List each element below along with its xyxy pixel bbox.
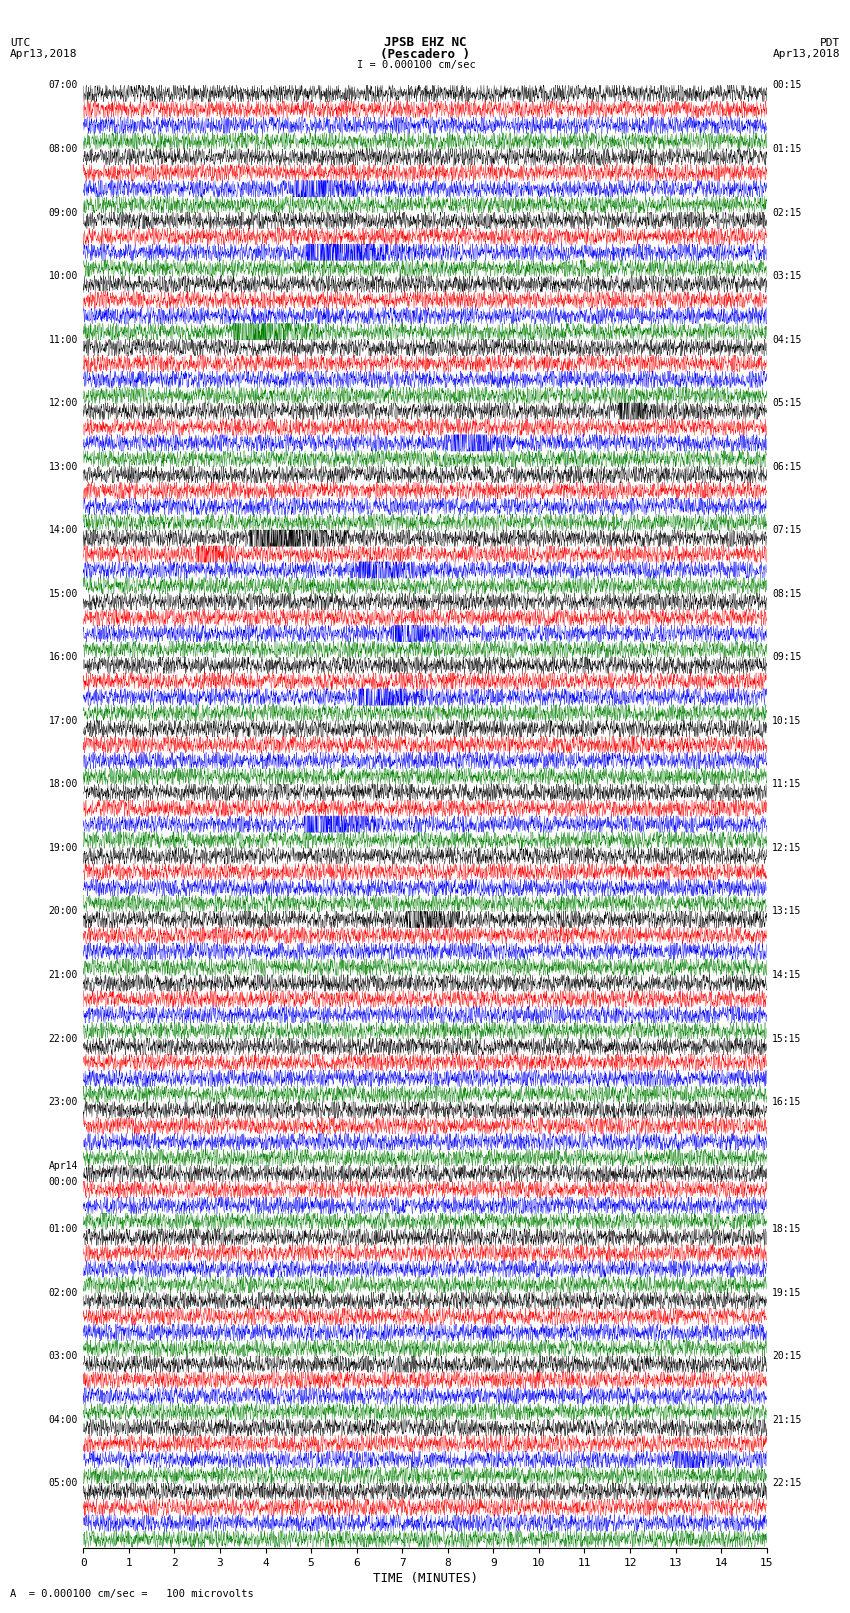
Text: 00:00: 00:00 [48, 1176, 77, 1187]
Text: 13:00: 13:00 [48, 461, 77, 471]
Text: 16:00: 16:00 [48, 652, 77, 663]
Text: A  = 0.000100 cm/sec =   100 microvolts: A = 0.000100 cm/sec = 100 microvolts [10, 1589, 254, 1598]
Text: Apr13,2018: Apr13,2018 [10, 48, 77, 60]
Text: 10:00: 10:00 [48, 271, 77, 281]
Text: 04:00: 04:00 [48, 1415, 77, 1424]
Text: 17:00: 17:00 [48, 716, 77, 726]
Text: PDT: PDT [819, 37, 840, 48]
Text: 22:15: 22:15 [773, 1479, 802, 1489]
Text: 14:00: 14:00 [48, 526, 77, 536]
Text: 12:00: 12:00 [48, 398, 77, 408]
Text: 13:15: 13:15 [773, 907, 802, 916]
Text: 00:15: 00:15 [773, 81, 802, 90]
Text: 03:00: 03:00 [48, 1352, 77, 1361]
Text: 05:00: 05:00 [48, 1479, 77, 1489]
Text: 21:00: 21:00 [48, 969, 77, 981]
Text: 18:00: 18:00 [48, 779, 77, 789]
Text: 16:15: 16:15 [773, 1097, 802, 1107]
X-axis label: TIME (MINUTES): TIME (MINUTES) [372, 1573, 478, 1586]
Text: 23:00: 23:00 [48, 1097, 77, 1107]
Text: 07:15: 07:15 [773, 526, 802, 536]
Text: Apr13,2018: Apr13,2018 [773, 48, 840, 60]
Text: 08:15: 08:15 [773, 589, 802, 598]
Text: 02:00: 02:00 [48, 1287, 77, 1298]
Text: 02:15: 02:15 [773, 208, 802, 218]
Text: 15:15: 15:15 [773, 1034, 802, 1044]
Text: 01:00: 01:00 [48, 1224, 77, 1234]
Text: 06:15: 06:15 [773, 461, 802, 471]
Text: 14:15: 14:15 [773, 969, 802, 981]
Text: 11:15: 11:15 [773, 779, 802, 789]
Text: 07:00: 07:00 [48, 81, 77, 90]
Text: Apr14: Apr14 [48, 1161, 77, 1171]
Text: 09:00: 09:00 [48, 208, 77, 218]
Text: 21:15: 21:15 [773, 1415, 802, 1424]
Text: UTC: UTC [10, 37, 31, 48]
Text: 19:15: 19:15 [773, 1287, 802, 1298]
Text: 10:15: 10:15 [773, 716, 802, 726]
Text: 19:00: 19:00 [48, 844, 77, 853]
Text: 01:15: 01:15 [773, 144, 802, 153]
Text: 11:00: 11:00 [48, 334, 77, 345]
Text: 18:15: 18:15 [773, 1224, 802, 1234]
Text: JPSB EHZ NC: JPSB EHZ NC [383, 35, 467, 50]
Text: 12:15: 12:15 [773, 844, 802, 853]
Text: 05:15: 05:15 [773, 398, 802, 408]
Text: (Pescadero ): (Pescadero ) [380, 47, 470, 61]
Text: 08:00: 08:00 [48, 144, 77, 153]
Text: 04:15: 04:15 [773, 334, 802, 345]
Text: 20:15: 20:15 [773, 1352, 802, 1361]
Text: 15:00: 15:00 [48, 589, 77, 598]
Text: 22:00: 22:00 [48, 1034, 77, 1044]
Text: 20:00: 20:00 [48, 907, 77, 916]
Text: 09:15: 09:15 [773, 652, 802, 663]
Text: I = 0.000100 cm/sec: I = 0.000100 cm/sec [357, 60, 476, 71]
Text: 03:15: 03:15 [773, 271, 802, 281]
